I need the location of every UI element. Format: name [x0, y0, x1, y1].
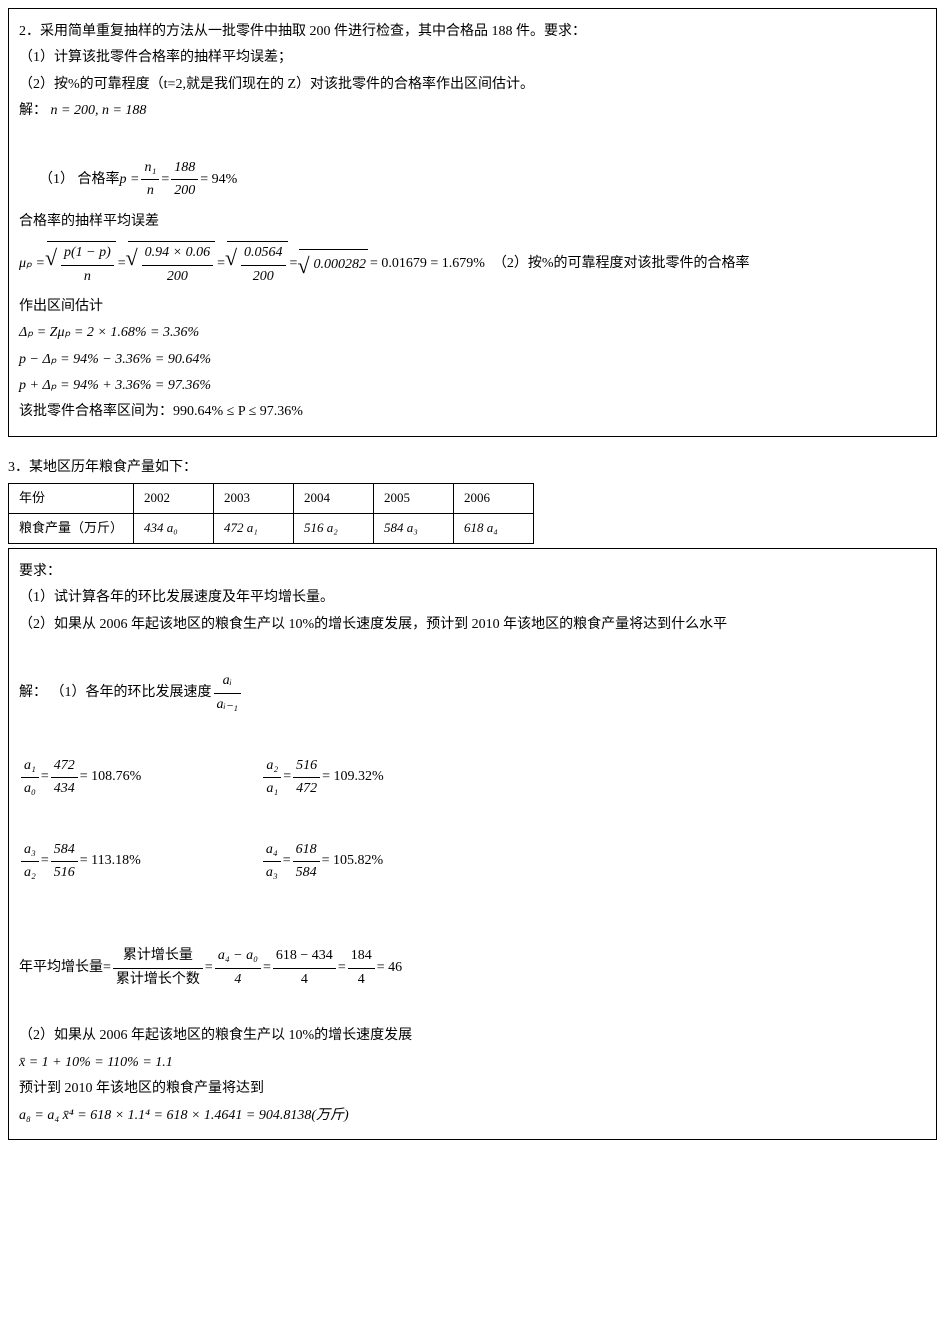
p3-data-table: 年份 2002 2003 2004 2005 2006 粮食产量（万斤） 434…	[8, 483, 534, 544]
p2-mean-err-label: 合格率的抽样平均误差	[19, 211, 926, 233]
table-row: 粮食产量（万斤） 434 a₀ 472 a₁ 516 a₂ 584 a₃ 618…	[9, 514, 534, 544]
p3-forecast-label: 预计到 2010 年该地区的粮食产量将达到	[19, 1078, 926, 1100]
p3-req1: （1）试计算各年的环比发展速度及年平均增长量。	[19, 587, 926, 609]
p3-title: 3．某地区历年粮食产量如下：	[8, 457, 937, 479]
p2-interval: 该批零件合格率区间为：990.64% ≤ P ≤ 97.36%	[19, 401, 926, 423]
p2-req1: （1）计算该批零件合格率的抽样平均误差；	[19, 47, 926, 69]
p3-part2-label: （2）如果从 2006 年起该地区的粮食生产以 10%的增长速度发展	[19, 1025, 926, 1047]
p3-xbar: x̄ = 1 + 10% = 110% = 1.1	[19, 1052, 926, 1074]
p2-part2-cont: 作出区间估计	[19, 296, 926, 318]
p2-delta: Δₚ = Zμₚ = 2 × 1.68% = 3.36%	[19, 322, 926, 344]
problem-2-box: 2．采用简单重复抽样的方法从一批零件中抽取 200 件进行检查，其中合格品 18…	[8, 8, 937, 437]
p3-sol-label: 解： （1）各年的环比发展速度 aᵢaᵢ₋₁	[19, 670, 926, 716]
p2-lower: p − Δₚ = 94% − 3.36% = 90.64%	[19, 349, 926, 371]
p3-ratio-row1: a₁a₀ = 472434 = 108.76% a₂a₁ = 516472 = …	[19, 755, 926, 801]
p2-pass-rate: （1） 合格率 p = n₁n = 188200 = 94%	[19, 157, 926, 203]
p3-a8: a₈ = a₄ x̄⁴ = 618 × 1.1⁴ = 618 × 1.4641 …	[19, 1105, 926, 1127]
p3-req2: （2）如果从 2006 年起该地区的粮食生产以 10%的增长速度发展，预计到 2…	[19, 614, 926, 636]
p3-ratio-row2: a₃a₂ = 584516 = 113.18% a₄a₃ = 618584 = …	[19, 839, 926, 885]
p2-given: 解： n = 200, n = 188	[19, 100, 926, 122]
p3-avg-growth: 年平均增长量= 累计增长量累计增长个数 = a₄ − a₀4 = 618 − 4…	[19, 945, 926, 991]
table-row: 年份 2002 2003 2004 2005 2006	[9, 484, 534, 514]
problem-3-box: 要求： （1）试计算各年的环比发展速度及年平均增长量。 （2）如果从 2006 …	[8, 548, 937, 1140]
p3-req-label: 要求：	[19, 561, 926, 583]
p2-title: 2．采用简单重复抽样的方法从一批零件中抽取 200 件进行检查，其中合格品 18…	[19, 21, 926, 43]
p2-mu-eq: μₚ = p(1 − p)n = 0.94 × 0.06200 = 0.0564…	[19, 241, 926, 288]
p2-req2: （2）按%的可靠程度（t=2,就是我们现在的 Z）对该批零件的合格率作出区间估计…	[19, 74, 926, 96]
p2-upper: p + Δₚ = 94% + 3.36% = 97.36%	[19, 375, 926, 397]
